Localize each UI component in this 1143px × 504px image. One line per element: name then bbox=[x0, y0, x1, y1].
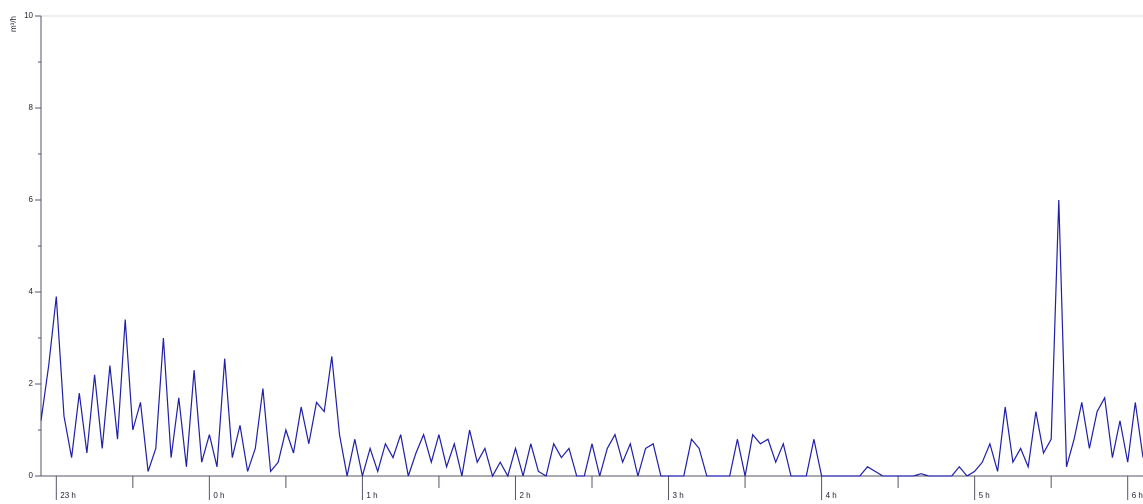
y-tick-label: 4 bbox=[29, 287, 34, 296]
data-line bbox=[40, 199, 1143, 478]
x-tick-label: 0 h bbox=[213, 491, 224, 500]
y-tick-label: 8 bbox=[29, 103, 34, 112]
x-tick-label: 4 h bbox=[826, 491, 837, 500]
x-tick-label: 2 h bbox=[519, 491, 530, 500]
y-tick-label: 10 bbox=[24, 11, 33, 20]
y-tick-label: 2 bbox=[29, 379, 34, 388]
x-tick-label: 3 h bbox=[673, 491, 684, 500]
y-tick-label: 6 bbox=[29, 195, 34, 204]
y-axis-label: m³/h bbox=[9, 16, 18, 32]
x-tick-label: 5 h bbox=[979, 491, 990, 500]
x-tick-label: 1 h bbox=[366, 491, 377, 500]
y-tick-label: 0 bbox=[29, 471, 34, 480]
x-tick-label: 6 h bbox=[1132, 491, 1143, 500]
x-tick-label: 23 h bbox=[60, 491, 76, 500]
